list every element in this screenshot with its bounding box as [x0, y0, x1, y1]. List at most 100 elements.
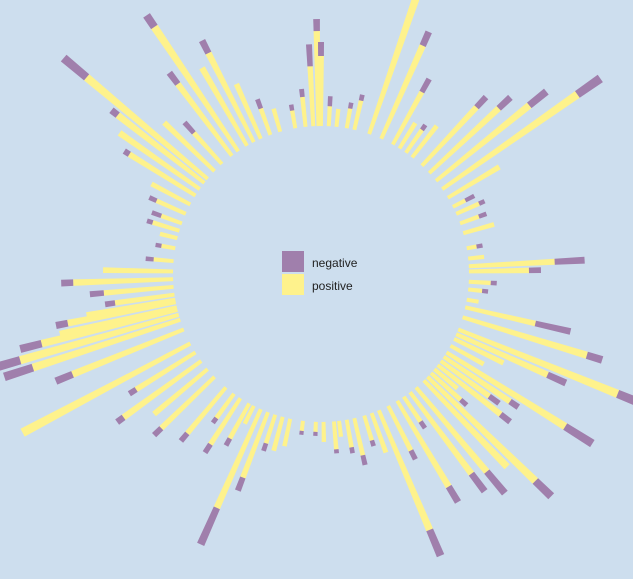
bar-negative-90 — [313, 431, 318, 436]
bar-negative-49 — [527, 88, 549, 109]
bar-positive-26 — [151, 24, 240, 153]
bar-positive-11 — [103, 267, 174, 274]
bar-positive-20 — [117, 130, 201, 191]
bar-positive-41 — [367, 0, 420, 135]
bar-negative-37 — [327, 96, 333, 107]
bar-negative-61 — [481, 288, 489, 294]
bar-positive-13 — [161, 243, 176, 251]
bar-positive-83 — [369, 412, 389, 454]
bar-negative-77 — [484, 469, 508, 496]
bar-negative-33 — [299, 88, 305, 98]
bar-positive-64 — [462, 315, 588, 359]
bar-negative-10 — [61, 279, 74, 287]
bar-positive-102 — [159, 375, 216, 431]
bar-positive-15 — [152, 220, 180, 233]
bar-negative-80 — [445, 484, 461, 504]
bar-positive-51 — [446, 164, 501, 200]
bar-positive-54 — [459, 214, 480, 226]
bar-negative-63 — [534, 320, 572, 335]
bar-negative-17 — [148, 195, 158, 203]
bar-negative-8 — [104, 300, 116, 308]
bar-negative-88 — [334, 449, 339, 454]
bar-positive-37 — [326, 106, 332, 127]
bar-negative-3 — [0, 356, 22, 371]
bar-negative-104 — [115, 414, 126, 425]
bar-positive-1 — [71, 327, 185, 378]
bar-positive-10 — [73, 277, 174, 286]
bar-positive-40 — [352, 100, 364, 131]
bar-negative-40 — [358, 94, 365, 102]
bar-negative-69 — [563, 423, 595, 448]
bar-positive-32 — [290, 110, 298, 129]
bar-negative-70 — [508, 399, 520, 410]
bar-positive-92 — [282, 418, 293, 447]
bar-positive-72 — [436, 363, 503, 417]
bar-positive-94 — [263, 414, 278, 444]
bar-positive-44 — [397, 121, 418, 150]
bar-positive-36 — [318, 56, 324, 126]
bar-positive-101 — [185, 386, 228, 436]
bar-positive-95 — [240, 411, 270, 479]
legend-swatch-positive — [282, 274, 304, 295]
bar-positive-99 — [208, 397, 242, 446]
bar-positive-18 — [150, 181, 192, 207]
bar-negative-28 — [199, 39, 212, 55]
bar-positive-9 — [103, 285, 174, 296]
bar-positive-52 — [452, 198, 467, 209]
bar-positive-34 — [307, 66, 316, 127]
bar-positive-24 — [192, 131, 224, 166]
bar-negative-25 — [166, 70, 181, 86]
bar-positive-6 — [67, 300, 177, 327]
bar-negative-66 — [546, 371, 568, 387]
bar-negative-19 — [122, 148, 131, 157]
bar-positive-88 — [332, 421, 339, 450]
bar-positive-63 — [464, 305, 536, 327]
bar-positive-60 — [468, 279, 491, 286]
bar-negative-43 — [419, 77, 432, 94]
bar-negative-81 — [408, 449, 418, 461]
bar-negative-39 — [348, 102, 354, 109]
bar-positive-69 — [445, 350, 568, 430]
bar-positive-46 — [410, 124, 439, 159]
bar-negative-52 — [464, 193, 476, 203]
bar-negative-4 — [19, 340, 43, 353]
bar-positive-89 — [321, 421, 327, 442]
bar-positive-106 — [162, 341, 192, 360]
bar-positive-103 — [152, 367, 209, 417]
bar-negative-84 — [369, 439, 376, 447]
bar-positive-56 — [466, 244, 477, 251]
bar-positive-14 — [159, 231, 178, 241]
bar-negative-75 — [532, 478, 555, 500]
bar-positive-78 — [408, 391, 475, 476]
bar-layer — [0, 0, 633, 558]
bar-positive-73 — [433, 367, 459, 391]
bar-positive-39 — [344, 108, 353, 129]
bar-positive-23 — [162, 120, 216, 173]
bar-positive-100 — [214, 392, 236, 420]
bar-negative-50 — [575, 74, 603, 98]
legend: negative positive — [282, 251, 358, 295]
bar-negative-36 — [318, 42, 324, 56]
bar-positive-87 — [337, 420, 344, 437]
bar-positive-29 — [233, 82, 263, 140]
bar-positive-82 — [377, 409, 433, 532]
bar-positive-2 — [31, 317, 181, 372]
bar-positive-16 — [160, 213, 183, 226]
bar-positive-86 — [344, 419, 354, 448]
bar-positive-45 — [404, 128, 424, 154]
bar-negative-101 — [178, 431, 190, 443]
bar-positive-105 — [134, 350, 197, 392]
bar-positive-75 — [426, 375, 539, 484]
bar-positive-96 — [213, 408, 263, 510]
bar-positive-91 — [299, 420, 305, 432]
bar-negative-56 — [476, 243, 483, 249]
bar-positive-97 — [242, 405, 256, 425]
bar-positive-66 — [455, 332, 549, 378]
bar-positive-3 — [19, 312, 180, 365]
bar-positive-93 — [271, 416, 285, 452]
bar-negative-34 — [306, 44, 313, 67]
bar-positive-68 — [449, 344, 485, 367]
bar-negative-71 — [487, 394, 501, 406]
bar-negative-72 — [498, 412, 512, 425]
